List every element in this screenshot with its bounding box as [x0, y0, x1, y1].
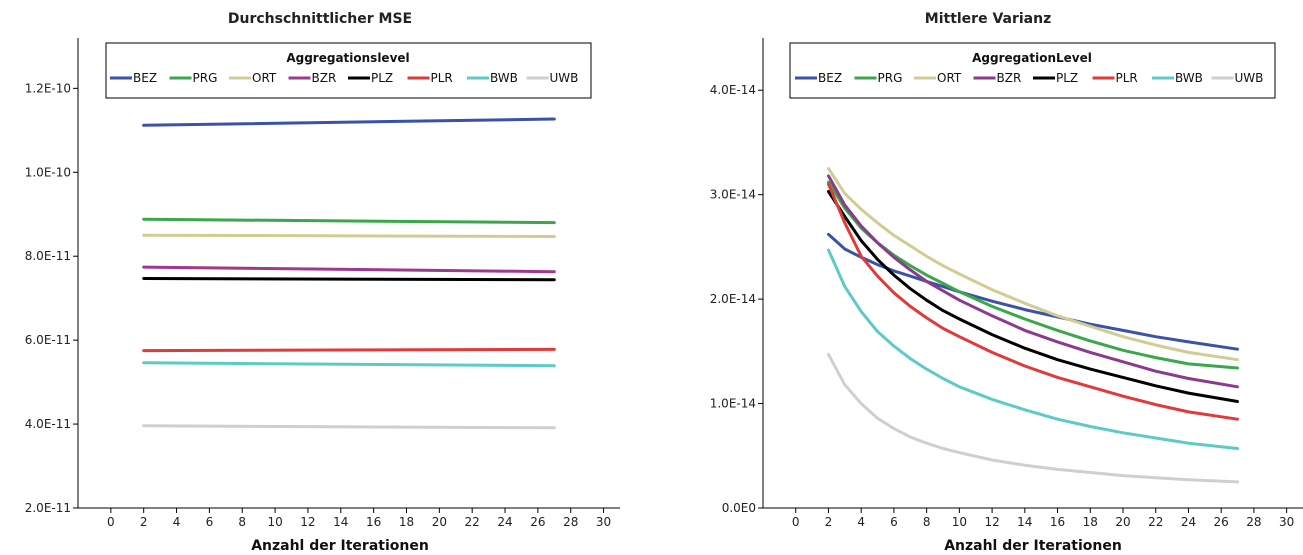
legend-label-bzr: BZR [997, 71, 1022, 85]
x-tick-label: 10 [952, 515, 967, 529]
series-line-bzr [827, 174, 1239, 389]
chart-title: Mittlere Varianz [925, 11, 1051, 27]
legend-label-bzr: BZR [312, 71, 337, 85]
y-tick-label: 2.0E-14 [710, 292, 756, 306]
axes: 0 2 4 6 8 10 12 14 16 18 20 22 24 26 28 302.0E-114.0E-1… [25, 38, 620, 529]
y-tick-label: 1.0E-10 [25, 165, 71, 179]
x-axis-label: Anzahl der Iterationen [251, 538, 429, 554]
series-line-plz [142, 277, 556, 282]
x-tick-label: 30 [596, 515, 611, 529]
legend-label-prg: PRG [878, 71, 903, 85]
x-tick-label: 2 [825, 515, 833, 529]
legend-items: BEZ PRG ORT BZR PLZ PLR BWB UWB [795, 71, 1263, 85]
series-line-ort [827, 167, 1239, 362]
x-tick-label: 6 [206, 515, 214, 529]
legend-label-bez: BEZ [133, 71, 157, 85]
x-tick-label: 0 [107, 515, 115, 529]
x-tick-label: 6 [890, 515, 898, 529]
legend-label-prg: PRG [193, 71, 218, 85]
y-tick-label: 6.0E-11 [25, 333, 71, 347]
legend-title: AggregationLevel [972, 51, 1092, 65]
legend-label-uwb: UWB [550, 71, 579, 85]
series-lines [827, 167, 1239, 484]
series-line-plz [827, 190, 1239, 403]
x-tick-label: 8 [238, 515, 246, 529]
x-tick-label: 14 [333, 515, 348, 529]
y-tick-label: 2.0E-11 [25, 501, 71, 515]
x-tick-label: 0 [792, 515, 800, 529]
y-tick-label: 1.0E-14 [710, 397, 756, 411]
legend-label-plr: PLR [1116, 71, 1138, 85]
series-line-bzr [142, 265, 556, 274]
x-tick-label: 24 [497, 515, 512, 529]
legend-items: BEZ PRG ORT BZR PLZ PLR BWB UWB [110, 71, 578, 85]
series-line-uwb [142, 424, 556, 430]
x-tick-label: 22 [465, 515, 480, 529]
x-tick-label: 20 [432, 515, 447, 529]
x-tick-label: 20 [1115, 515, 1130, 529]
series-line-bwb [827, 248, 1239, 450]
x-tick-label: 14 [1017, 515, 1032, 529]
x-tick-label: 8 [923, 515, 931, 529]
x-tick-label: 2 [140, 515, 148, 529]
legend-label-bwb: BWB [490, 71, 518, 85]
x-tick-label: 28 [563, 515, 578, 529]
y-tick-label: 4.0E-11 [25, 417, 71, 431]
y-tick-label: 0.0E0 [722, 501, 756, 515]
legend: AggregationLevel BEZ PRG ORT BZR PLZ PLR BWB UW… [789, 42, 1276, 99]
chart-mse: 0 2 4 6 8 10 12 14 16 18 20 22 24 26 28 302.0E-114.0E-1… [25, 11, 620, 554]
chart-title: Durchschnittlicher MSE [228, 11, 412, 27]
x-tick-label: 18 [399, 515, 414, 529]
x-tick-label: 10 [267, 515, 282, 529]
series-line-bwb [142, 361, 556, 368]
y-tick-label: 1.2E-10 [25, 81, 71, 95]
x-tick-label: 12 [300, 515, 315, 529]
legend-title: Aggregationslevel [286, 51, 409, 65]
legend-label-bez: BEZ [818, 71, 842, 85]
legend-label-plr: PLR [431, 71, 453, 85]
x-tick-label: 4 [173, 515, 181, 529]
series-line-plr [142, 347, 556, 353]
y-tick-label: 4.0E-14 [710, 83, 756, 97]
x-tick-label: 4 [857, 515, 865, 529]
chart-variance: 0 2 4 6 8 10 12 14 16 18 20 22 24 26 28 300.0E01.0E-142… [710, 11, 1303, 554]
legend-label-ort: ORT [252, 71, 277, 85]
x-tick-label: 18 [1083, 515, 1098, 529]
series-line-bez [142, 117, 556, 127]
legend-box [105, 42, 592, 99]
x-tick-label: 26 [1214, 515, 1229, 529]
x-tick-label: 30 [1279, 515, 1294, 529]
y-tick-label: 8.0E-11 [25, 249, 71, 263]
x-tick-label: 28 [1246, 515, 1261, 529]
x-tick-label: 12 [984, 515, 999, 529]
legend-label-ort: ORT [937, 71, 962, 85]
legend-label-plz: PLZ [371, 71, 393, 85]
series-lines [142, 117, 556, 430]
x-tick-label: 24 [1181, 515, 1196, 529]
series-line-ort [142, 233, 556, 238]
legend-box [789, 42, 1276, 99]
legend-label-uwb: UWB [1235, 71, 1264, 85]
x-axis-label: Anzahl der Iterationen [944, 538, 1122, 554]
y-tick-label: 3.0E-14 [710, 188, 756, 202]
axes: 0 2 4 6 8 10 12 14 16 18 20 22 24 26 28 300.0E01.0E-142… [710, 38, 1303, 529]
series-line-plr [827, 182, 1239, 421]
legend: Aggregationslevel BEZ PRG ORT BZR PLZ PLR BWB U… [105, 42, 592, 99]
series-line-prg [142, 217, 556, 225]
x-tick-label: 26 [530, 515, 545, 529]
x-tick-label: 22 [1148, 515, 1163, 529]
legend-label-bwb: BWB [1175, 71, 1203, 85]
x-tick-label: 16 [1050, 515, 1065, 529]
legend-label-plz: PLZ [1056, 71, 1078, 85]
x-tick-label: 16 [366, 515, 381, 529]
series-line-uwb [827, 353, 1239, 484]
